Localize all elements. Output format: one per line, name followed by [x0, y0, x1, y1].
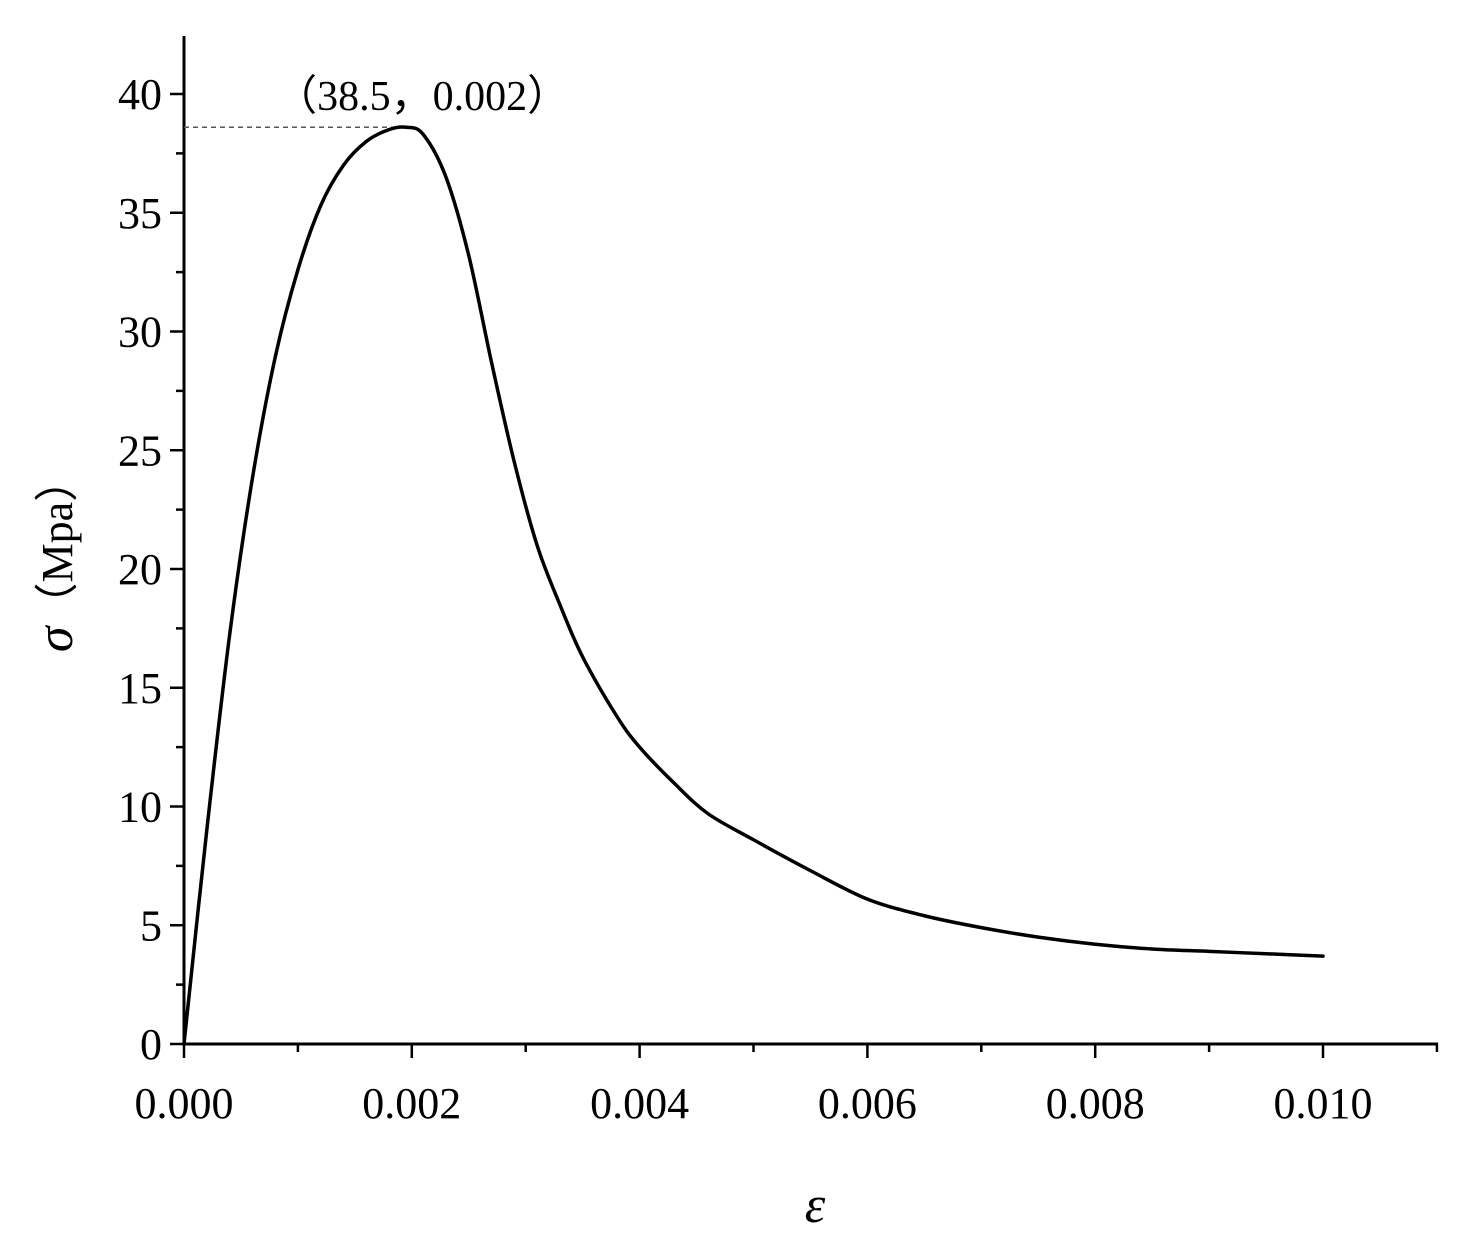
y-tick-label: 20: [118, 545, 162, 594]
axes: [182, 36, 1438, 1046]
y-axis-label-unit: （Mpa）: [33, 458, 82, 627]
x-tick-label: 0.000: [135, 1079, 234, 1128]
y-tick-label: 15: [118, 664, 162, 713]
x-tick-label: 0.008: [1046, 1079, 1145, 1128]
labels: 0 5 10 15 20 25 30 35 40 0.000 0.002 0.004 0.006 0.00…: [27, 70, 1373, 1234]
series: [182, 125, 1325, 1046]
y-tick-label: 30: [118, 308, 162, 357]
y-tick-label: 25: [118, 426, 162, 475]
y-tick-label: 35: [118, 189, 162, 238]
y-tick-label: 10: [118, 783, 162, 832]
y-axis-label-symbol: σ: [27, 624, 84, 652]
y-tick-label: 0: [140, 1020, 162, 1069]
ticks: [170, 92, 1439, 1058]
y-axis-label: σ（Mpa）: [27, 458, 84, 652]
x-axis-label: ε: [805, 1177, 826, 1234]
x-tick-label: 0.002: [362, 1079, 461, 1128]
x-tick-label: 0.004: [590, 1079, 689, 1128]
y-tick-label: 40: [118, 70, 162, 119]
peak-annotation-label: （38.5，0.002）: [275, 74, 569, 120]
y-tick-label: 5: [140, 901, 162, 950]
stress-strain-curve: [182, 125, 1325, 1046]
x-tick-label: 0.006: [818, 1079, 917, 1128]
x-tick-label: 0.010: [1274, 1079, 1373, 1128]
